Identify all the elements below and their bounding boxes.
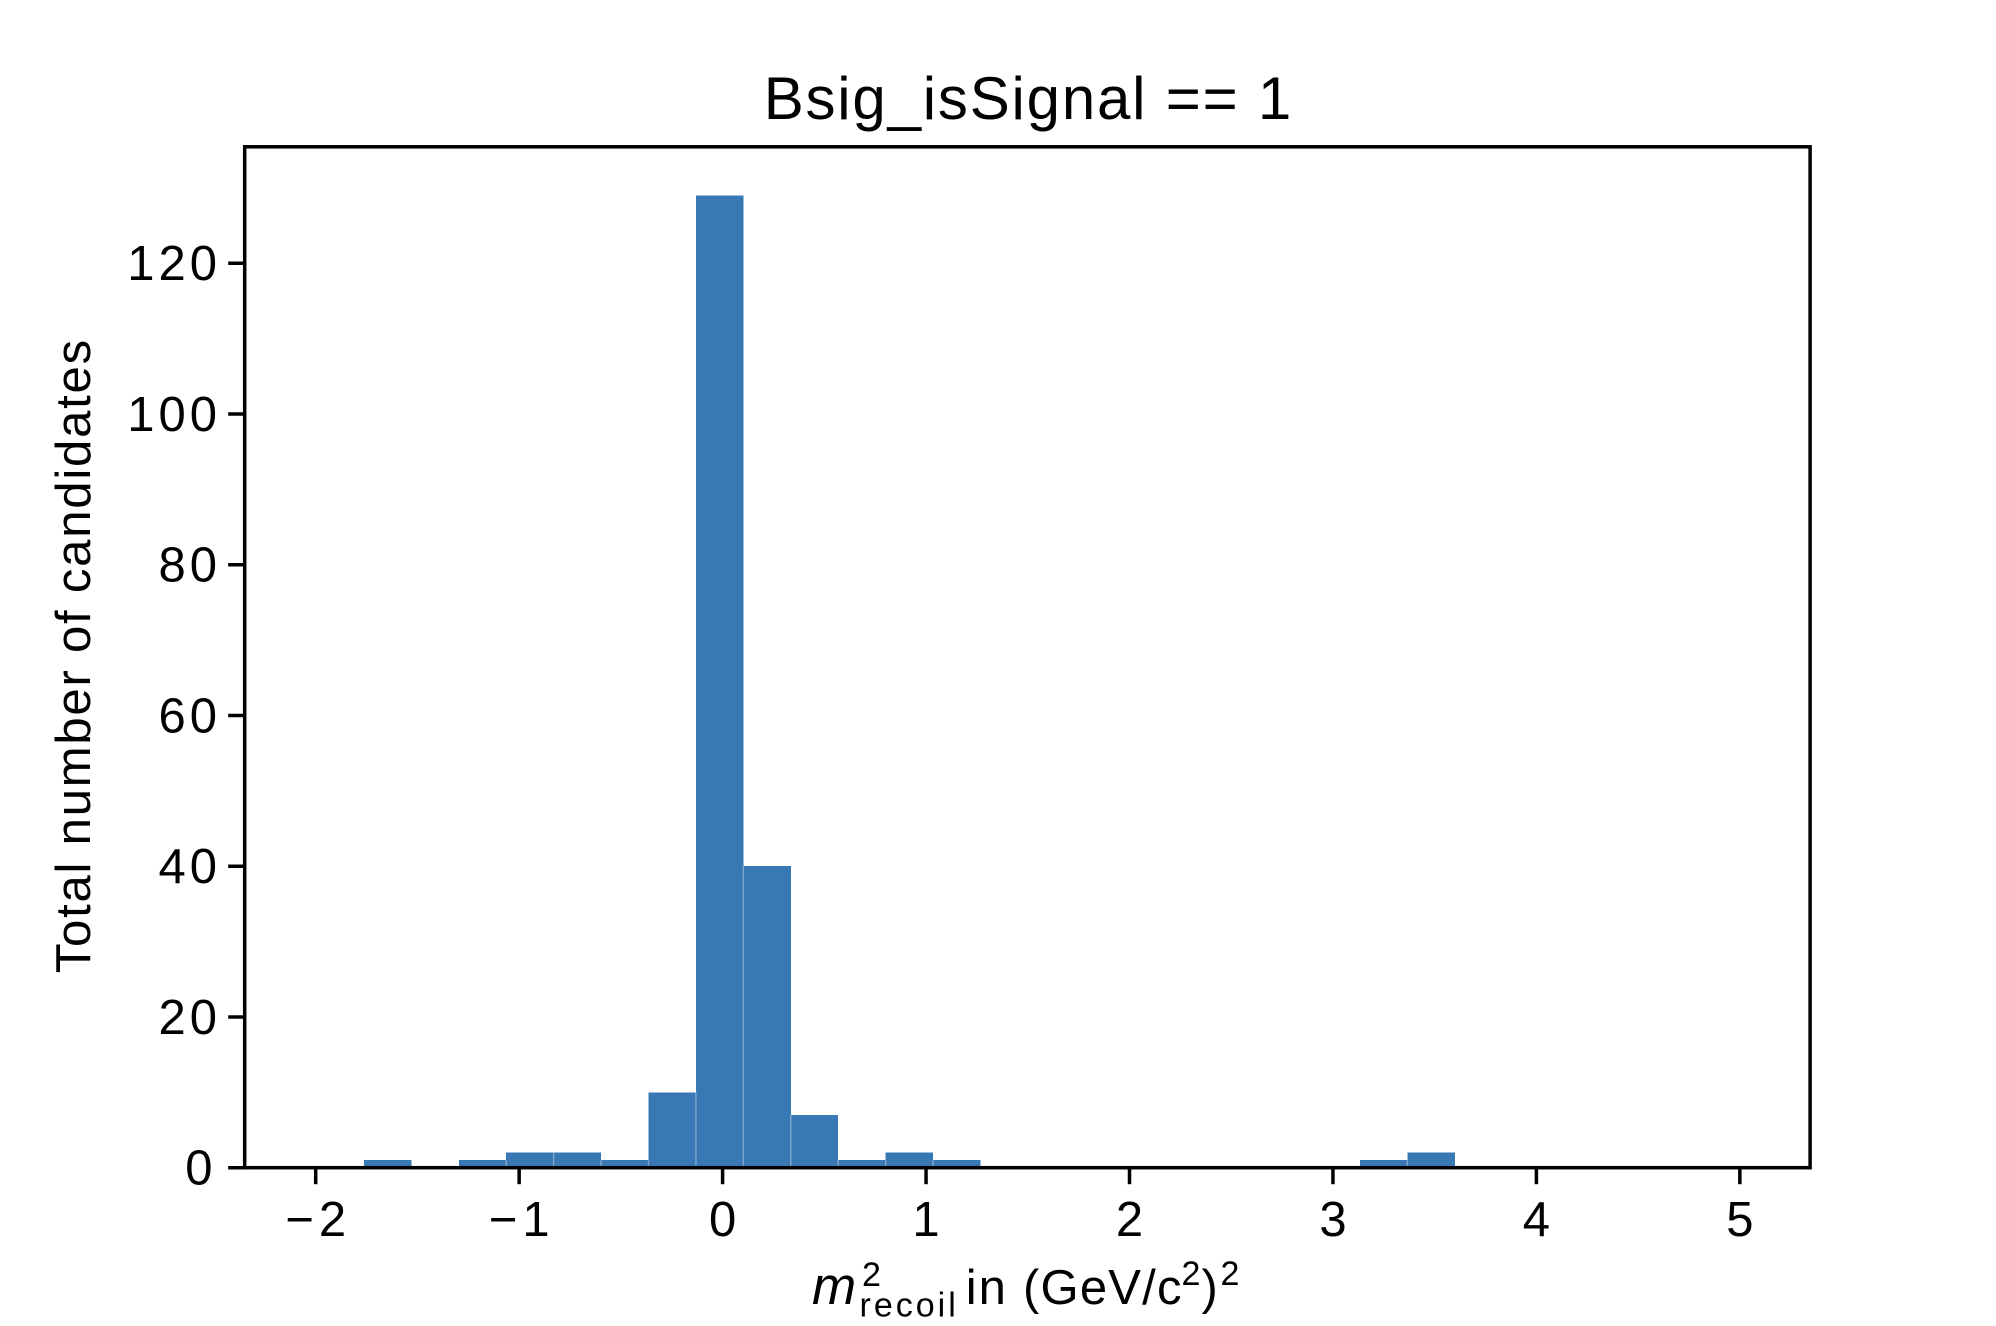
svg-text:40: 40 (158, 840, 221, 894)
svg-text:20: 20 (158, 991, 221, 1045)
svg-text:3: 3 (1319, 1193, 1346, 1247)
svg-text:5: 5 (1726, 1193, 1753, 1247)
svg-text:2: 2 (1116, 1193, 1143, 1247)
svg-text:−2: −2 (285, 1193, 351, 1247)
svg-text:100: 100 (127, 388, 221, 442)
svg-text:80: 80 (158, 539, 221, 593)
svg-text:−1: −1 (489, 1193, 555, 1247)
svg-text:120: 120 (127, 237, 221, 291)
svg-text:Total number of candidates: Total number of candidates (47, 338, 101, 973)
svg-text:2: 2 (862, 1256, 881, 1294)
svg-text:4: 4 (1523, 1193, 1550, 1247)
svg-text:in: in (966, 1261, 1008, 1315)
svg-text:m: m (812, 1257, 856, 1316)
svg-text:(GeV/c: (GeV/c (1023, 1261, 1183, 1315)
svg-text:): ) (1202, 1261, 1218, 1315)
svg-text:0: 0 (185, 1142, 212, 1196)
svg-text:Bsig_isSignal == 1: Bsig_isSignal == 1 (764, 65, 1293, 132)
svg-text:2: 2 (1182, 1255, 1201, 1293)
svg-text:recoil: recoil (860, 1286, 959, 1324)
svg-text:2: 2 (1221, 1255, 1240, 1293)
svg-text:0: 0 (709, 1193, 736, 1247)
svg-text:1: 1 (912, 1193, 939, 1247)
svg-text:60: 60 (158, 689, 221, 743)
